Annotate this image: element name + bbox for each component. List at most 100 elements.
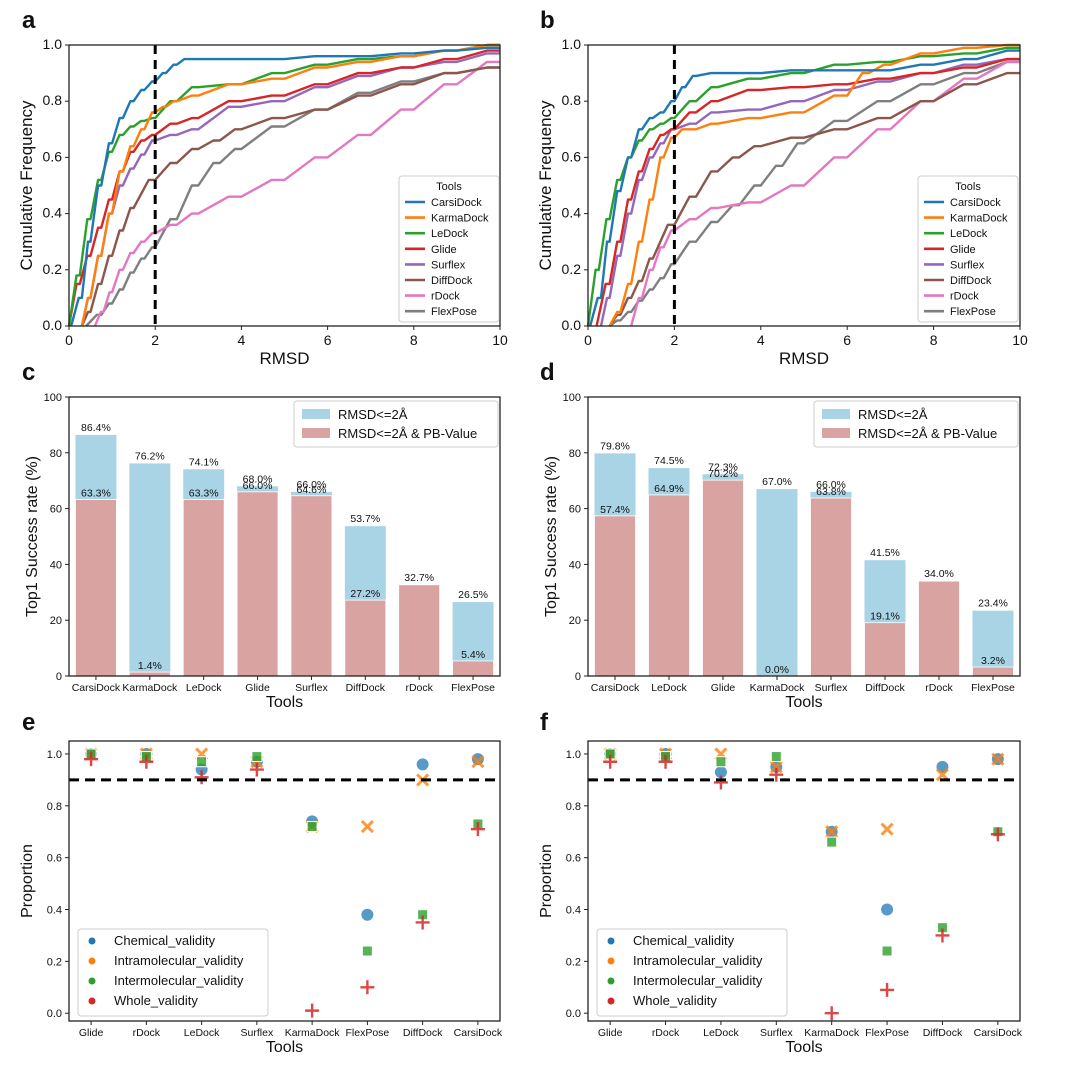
y-tick-label: 0.0 [566, 1008, 581, 1020]
point-whole [139, 754, 154, 769]
bar-value-label: 41.5% [870, 547, 900, 559]
y-axis-label: Proportion [19, 844, 36, 918]
point-whole [470, 822, 485, 837]
plot-frame [68, 44, 501, 327]
y-tick-label: 80 [50, 448, 62, 460]
x-tick-label: Glide [598, 1027, 623, 1039]
bar-value-label: 86.4% [81, 422, 111, 434]
bar-value-label: 53.7% [350, 513, 380, 525]
bar-value-label: 27.2% [350, 588, 380, 600]
legend-label: Intermolecular_validity [633, 973, 763, 988]
series-line-ledock [67, 43, 500, 327]
bar-value-label: 76.2% [135, 450, 165, 462]
y-tick-label: 100 [44, 392, 62, 404]
y-tick-label: 20 [569, 615, 581, 627]
legend-box [77, 928, 269, 1017]
plot-frame [68, 396, 501, 677]
legend-title: Tools [436, 181, 462, 193]
legend-swatch [88, 937, 96, 945]
bar-pb [398, 584, 441, 677]
x-tick-label: CarsiDock [591, 682, 640, 694]
y-tick-label: 60 [50, 504, 62, 516]
y-tick-label: 0.4 [43, 205, 63, 221]
x-tick-label: KarmaDock [122, 682, 178, 694]
point-whole [880, 982, 895, 997]
plot-frame [587, 740, 1021, 1022]
x-tick-label: rDock [925, 682, 953, 694]
bar-value-label: 74.1% [189, 456, 219, 468]
panel-letter: b [540, 7, 555, 34]
bar-value-label: 79.8% [600, 440, 630, 452]
series-line-carsidock [589, 49, 1020, 327]
x-tick-label: 2 [671, 332, 679, 348]
bar-rmsd [972, 610, 1014, 676]
point-intermolecular [306, 821, 318, 833]
y-axis-label: Cumulative Frequency [536, 100, 555, 271]
x-tick-label: 6 [843, 332, 851, 348]
legend-label: rDock [950, 291, 979, 303]
point-intramolecular [991, 752, 1005, 766]
bar-value-label: 66.0% [816, 479, 846, 491]
bar-value-label: 19.1% [870, 611, 900, 623]
x-tick-label: Surflex [295, 682, 328, 694]
x-tick-label: LeDock [184, 1027, 220, 1039]
x-axis-label: Tools [785, 694, 822, 711]
x-tick-label: 4 [238, 332, 246, 348]
bar-value-label: 57.4% [600, 504, 630, 516]
x-axis-label: Tools [266, 694, 303, 711]
bar-value-label: 68.0% [243, 473, 273, 485]
legend-label: rDock [431, 291, 460, 303]
series-line-diffdock [80, 66, 500, 327]
bar-pb [594, 515, 636, 677]
plot-frame [587, 44, 1021, 327]
point-whole [603, 754, 618, 769]
bar-pb [75, 498, 117, 677]
y-tick-label: 0.2 [566, 956, 581, 968]
y-tick-label: 0.4 [47, 905, 62, 917]
legend-label: Chemical_validity [633, 933, 735, 948]
point-intermolecular [361, 945, 373, 957]
series-line-glide [595, 57, 1020, 327]
panel-letter: c [22, 359, 35, 386]
x-tick-label: KarmaDock [750, 682, 806, 694]
point-whole [84, 752, 99, 767]
point-intramolecular [471, 755, 485, 769]
bar-value-label: 34.0% [924, 568, 954, 580]
x-tick-label: 4 [757, 332, 765, 348]
y-tick-label: 0.8 [562, 92, 582, 108]
x-tick-label: DiffDock [865, 682, 905, 694]
point-intramolecular [360, 819, 374, 834]
x-tick-label: rDock [405, 682, 433, 694]
legend-label: RMSD<=2Å [338, 407, 408, 422]
y-axis-label: Proportion [538, 844, 555, 918]
panel-letter: a [22, 7, 36, 34]
y-tick-label: 40 [50, 559, 62, 571]
series-line-rdock [93, 60, 500, 327]
point-chemical [470, 752, 485, 767]
y-tick-label: 0.2 [562, 261, 582, 277]
point-intermolecular [881, 945, 893, 957]
x-tick-label: 2 [151, 332, 159, 348]
bar-value-label: 66.0% [243, 480, 273, 492]
legend-label: Surflex [950, 259, 985, 271]
x-tick-label: 0 [584, 332, 592, 348]
y-tick-label: 0.6 [47, 853, 62, 865]
x-axis-label: Tools [266, 1039, 303, 1056]
y-tick-label: 100 [563, 392, 581, 404]
x-tick-label: KarmaDock [285, 1027, 341, 1039]
y-tick-label: 1.0 [47, 749, 62, 761]
y-axis-label: Cumulative Frequency [17, 100, 36, 271]
bar-value-label: 72.3% [708, 461, 738, 473]
y-axis-label: Top1 Success rate (%) [543, 456, 560, 617]
point-intramolecular [769, 760, 783, 774]
y-axis-label: Top1 Success rate (%) [24, 456, 41, 617]
bar-pb [648, 494, 690, 677]
x-tick-label: Surflex [760, 1027, 793, 1039]
y-tick-label: 1.0 [562, 36, 582, 52]
series-line-karmadock [80, 43, 500, 327]
legend-swatch [607, 977, 615, 985]
point-intermolecular [196, 756, 208, 768]
x-tick-label: FlexPose [345, 1027, 389, 1039]
bar-value-label: 32.7% [404, 572, 434, 584]
